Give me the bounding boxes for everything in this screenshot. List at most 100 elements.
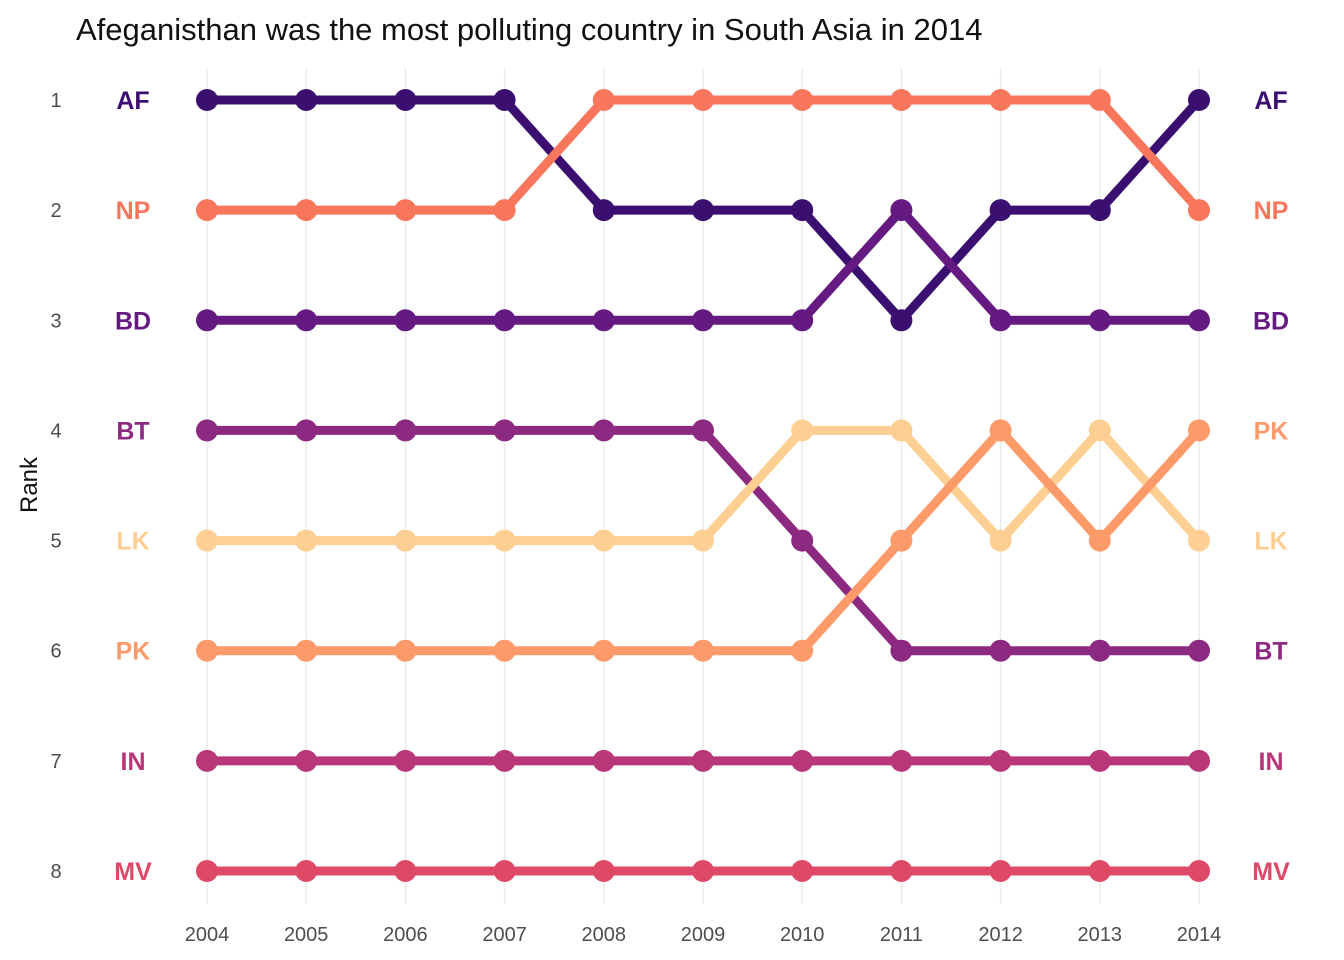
- data-point-np-2011: [890, 89, 913, 111]
- data-point-in-2005: [295, 749, 318, 772]
- data-point-np-2012: [989, 89, 1012, 111]
- data-point-bd-2011: [890, 199, 913, 222]
- end-label-pk: PK: [1254, 417, 1289, 445]
- data-point-in-2013: [1088, 749, 1111, 772]
- data-point-af-2013: [1088, 199, 1111, 222]
- x-tick-label: 2008: [582, 924, 627, 946]
- data-point-pk-2004: [196, 639, 218, 662]
- data-point-mv-2010: [791, 860, 814, 882]
- data-point-bd-2013: [1088, 309, 1111, 332]
- series-bt: [196, 419, 1210, 662]
- start-label-mv: MV: [114, 858, 152, 886]
- data-point-mv-2012: [989, 860, 1012, 882]
- end-label-lk: LK: [1254, 528, 1287, 556]
- end-label-np: NP: [1254, 197, 1289, 225]
- data-point-np-2007: [493, 199, 516, 222]
- y-tick-label: 1: [50, 90, 61, 112]
- series-pk: [196, 419, 1210, 662]
- data-point-lk-2010: [791, 419, 814, 442]
- data-point-af-2012: [989, 199, 1012, 222]
- end-label-bt: BT: [1254, 638, 1287, 666]
- data-point-pk-2012: [989, 419, 1012, 442]
- data-point-pk-2009: [692, 639, 714, 662]
- x-tick-label: 2006: [383, 924, 428, 946]
- x-tick-label: 2011: [880, 924, 923, 946]
- data-point-mv-2008: [592, 860, 615, 882]
- data-point-bt-2007: [493, 419, 516, 442]
- start-label-af: AF: [116, 87, 149, 115]
- data-point-in-2010: [791, 749, 814, 772]
- y-ticks: 1 2 3 4 5 6 7 8: [50, 90, 61, 883]
- start-label-bt: BT: [116, 417, 149, 445]
- data-point-bd-2008: [592, 309, 615, 332]
- data-point-lk-2008: [592, 529, 615, 552]
- x-tick-label: 2009: [681, 924, 726, 946]
- x-ticks: 2004 2005 2006 2007 2008 2009 2010 2011 2012 2013…: [185, 924, 1222, 946]
- data-point-lk-2004: [196, 529, 218, 552]
- data-point-bd-2012: [989, 309, 1012, 332]
- data-point-in-2008: [592, 749, 615, 772]
- data-point-lk-2012: [989, 529, 1012, 552]
- data-point-mv-2007: [493, 860, 516, 882]
- data-point-lk-2006: [394, 529, 417, 552]
- data-point-bd-2006: [394, 309, 417, 332]
- data-point-in-2006: [394, 749, 417, 772]
- x-tick-label: 2004: [185, 924, 230, 946]
- y-tick-label: 2: [50, 200, 61, 222]
- x-tick-label: 2007: [482, 924, 527, 946]
- y-tick-label: 8: [50, 861, 61, 883]
- data-point-pk-2013: [1088, 529, 1111, 552]
- data-point-pk-2010: [791, 639, 814, 662]
- data-point-af-2005: [295, 89, 318, 111]
- data-point-mv-2006: [394, 860, 417, 882]
- data-point-af-2004: [196, 89, 218, 111]
- data-point-np-2005: [295, 199, 318, 222]
- data-point-bd-2010: [791, 309, 814, 332]
- data-point-pk-2005: [295, 639, 318, 662]
- data-point-lk-2014: [1188, 529, 1210, 552]
- end-label-in: IN: [1259, 748, 1284, 776]
- data-point-bt-2010: [791, 529, 814, 552]
- data-point-pk-2014: [1188, 419, 1210, 442]
- data-point-mv-2011: [890, 860, 913, 882]
- data-point-af-2010: [791, 199, 814, 222]
- data-point-af-2007: [493, 89, 516, 111]
- data-point-lk-2009: [692, 529, 714, 552]
- data-point-bt-2005: [295, 419, 318, 442]
- x-tick-label: 2013: [1078, 924, 1123, 946]
- data-point-in-2014: [1188, 749, 1210, 772]
- data-point-in-2007: [493, 749, 516, 772]
- data-point-bd-2009: [692, 309, 714, 332]
- data-point-bd-2004: [196, 309, 218, 332]
- x-tick-label: 2012: [978, 924, 1023, 946]
- data-point-bt-2009: [692, 419, 714, 442]
- data-point-lk-2011: [890, 419, 913, 442]
- data-point-bt-2013: [1088, 639, 1111, 662]
- y-tick-label: 6: [50, 641, 61, 663]
- data-point-in-2012: [989, 749, 1012, 772]
- data-point-pk-2007: [493, 639, 516, 662]
- data-point-af-2014: [1188, 89, 1210, 111]
- data-point-np-2004: [196, 199, 218, 222]
- data-point-mv-2013: [1088, 860, 1111, 882]
- data-point-np-2009: [692, 89, 714, 111]
- y-tick-label: 4: [50, 420, 61, 442]
- data-point-mv-2009: [692, 860, 714, 882]
- y-tick-label: 7: [50, 751, 61, 773]
- data-point-af-2009: [692, 199, 714, 222]
- start-label-in: IN: [121, 748, 146, 776]
- y-tick-label: 3: [50, 310, 61, 332]
- x-tick-label: 2005: [284, 924, 329, 946]
- x-tick-label: 2014: [1177, 924, 1222, 946]
- data-point-np-2008: [592, 89, 615, 111]
- data-point-mv-2004: [196, 860, 218, 882]
- data-point-bt-2008: [592, 419, 615, 442]
- data-point-in-2004: [196, 749, 218, 772]
- data-point-np-2013: [1088, 89, 1111, 111]
- data-point-in-2009: [692, 749, 714, 772]
- data-point-mv-2014: [1188, 860, 1210, 882]
- data-point-bd-2007: [493, 309, 516, 332]
- data-point-bt-2014: [1188, 639, 1210, 662]
- end-label-af: AF: [1254, 87, 1287, 115]
